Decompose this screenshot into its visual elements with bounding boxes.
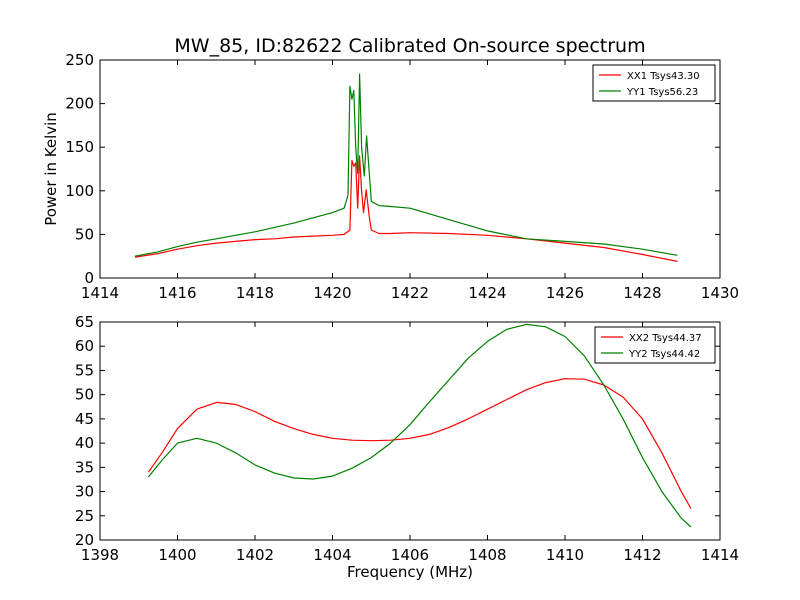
series-line-2-2: [147, 323, 692, 528]
x-tick-label: 1426: [546, 284, 584, 302]
x-tick-label: 1420: [313, 284, 351, 302]
y-tick-label: 150: [65, 138, 94, 156]
x-tick-label: 1414: [701, 546, 739, 564]
x-tick-label: 1418: [236, 284, 274, 302]
legend-entry: YY2 Tsys44.42: [628, 349, 700, 360]
x-tick-label: 1422: [391, 284, 429, 302]
y-axis-label: Power in Kelvin: [42, 112, 60, 226]
top-chart: 1414 1416 1418 1420 1422 1424 1426 1428 1430 0 50 1…: [42, 35, 739, 302]
y-tick-label: 55: [75, 361, 94, 379]
y-tick-label: 35: [75, 458, 94, 476]
y-tick-label: 40: [75, 434, 94, 452]
x-tick-label: 1416: [158, 284, 196, 302]
x-tick-label: 1398: [81, 546, 119, 564]
x-tick-label: 1402: [236, 546, 274, 564]
x-tick-label: 1428: [623, 284, 661, 302]
x-tick-label: 1424: [468, 284, 506, 302]
x-axis-label: Frequency (MHz): [347, 563, 473, 581]
bottom-chart: 1398 1400 1402 1404 1406 1408 1410 1412 1414 20 25…: [75, 313, 739, 581]
y-tick-label: 0: [84, 269, 94, 287]
legend-entry: XX2 Tsys44.37: [629, 333, 702, 344]
legend: XX2 Tsys44.37 YY2 Tsys44.42: [594, 326, 716, 364]
x-tick-label: 1412: [623, 546, 661, 564]
y-tick-label: 50: [75, 386, 94, 404]
x-tick-label: 1406: [391, 546, 429, 564]
x-tick-label: 1414: [81, 284, 119, 302]
legend-entry: XX1 Tsys43.30: [627, 71, 700, 82]
x-tick-label: 1400: [158, 546, 196, 564]
legend-box: [594, 326, 716, 364]
y-tick-label: 25: [75, 507, 94, 525]
y-tick-label: 60: [75, 337, 94, 355]
chart-title: MW_85, ID:82622 Calibrated On-source spe…: [174, 35, 645, 57]
series-line-2-1: [147, 378, 692, 509]
y-tick-label: 50: [75, 225, 94, 243]
legend: XX1 Tsys43.30 YY1 Tsys56.23: [592, 64, 716, 102]
x-tick-label: 1430: [701, 284, 739, 302]
y-tick-label: 20: [75, 531, 94, 549]
x-tick-label: 1408: [468, 546, 506, 564]
y-tick-label: 100: [65, 182, 94, 200]
y-tick-label: 65: [75, 313, 94, 331]
series-line-1-2: [134, 73, 678, 257]
legend-box: [592, 64, 716, 102]
y-tick-label: 45: [75, 410, 94, 428]
series-line-1-1: [134, 155, 678, 262]
y-tick-label: 200: [65, 95, 94, 113]
y-tick-label: 30: [75, 483, 94, 501]
legend-entry: YY1 Tsys56.23: [626, 87, 698, 98]
y-tick-label: 250: [65, 51, 94, 69]
x-tick-label: 1410: [546, 546, 584, 564]
x-tick-label: 1404: [313, 546, 351, 564]
